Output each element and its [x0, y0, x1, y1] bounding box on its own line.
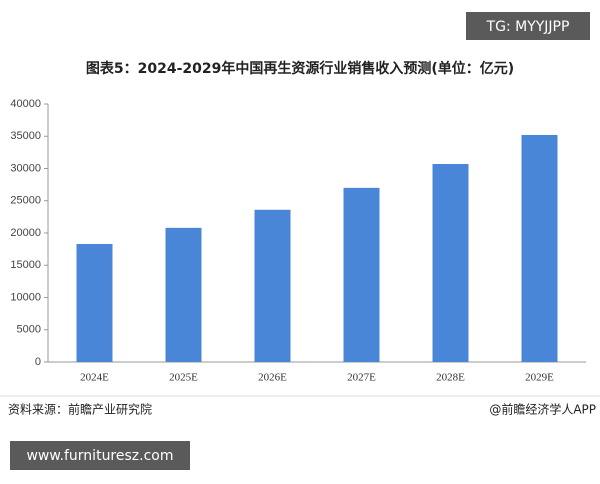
credit: @前瞻经济学人APP	[489, 402, 596, 417]
badge-text: www.furnituresz.com	[26, 448, 173, 464]
bar	[254, 209, 291, 362]
x-tick-label: 2029E	[525, 372, 554, 384]
badge	[466, 12, 590, 40]
source: 资料来源：前瞻产业研究院	[8, 402, 152, 417]
bar	[343, 187, 380, 362]
y-tick-label: 15000	[10, 259, 41, 271]
y-tick-label: 5000	[17, 324, 41, 336]
bar	[165, 227, 202, 362]
y-tick-label: 25000	[10, 195, 41, 207]
y-tick-label: 30000	[10, 162, 41, 174]
x-tick-label: 2027E	[347, 372, 376, 384]
badge	[10, 441, 190, 470]
x-tick-label: 2024E	[80, 372, 109, 384]
chart-title: 图表5：2024-2029年中国再生资源行业销售收入预测(单位：亿元)	[86, 60, 514, 77]
bar	[432, 163, 469, 362]
y-tick-label: 35000	[10, 130, 41, 142]
x-tick-label: 2025E	[169, 372, 198, 384]
bar	[76, 243, 113, 362]
y-tick-label: 10000	[10, 291, 41, 303]
x-tick-label: 2026E	[258, 372, 287, 384]
x-tick-label: 2028E	[436, 372, 465, 384]
badge-text: TG: MYYJJPP	[486, 19, 570, 35]
y-tick-label: 40000	[10, 98, 41, 110]
bar	[521, 134, 558, 362]
y-tick-label: 0	[35, 356, 41, 368]
y-tick-label: 20000	[10, 227, 41, 239]
